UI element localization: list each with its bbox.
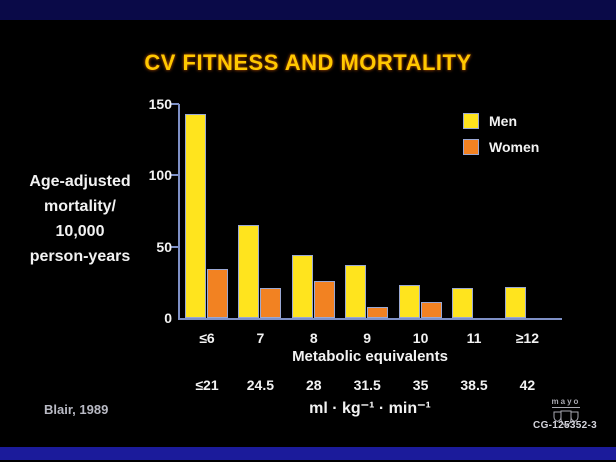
y-tick-100 — [171, 174, 179, 177]
mayo-shield-icon — [553, 410, 579, 427]
top-border-band — [0, 0, 616, 20]
bar-men-8 — [291, 255, 313, 318]
met-tick-label-31.5: 31.5 — [353, 377, 381, 393]
citation: Blair, 1989 — [44, 402, 109, 417]
y-tick-150 — [171, 103, 179, 105]
legend: Men Women — [463, 112, 539, 164]
mayo-logo: mayo — [548, 391, 584, 427]
y-tick-label-150: 150 — [148, 96, 172, 112]
slide-code: CG-125352-3 — [533, 420, 597, 431]
x-tick-label-10: 10 — [412, 330, 429, 346]
y-tick-label-0: 0 — [164, 310, 172, 326]
bar-men-≥12 — [505, 287, 527, 318]
met-tick-label-≤21: ≤21 — [195, 377, 219, 393]
x-axis-line — [178, 318, 562, 320]
x-axis-title: Metabolic equivalents — [292, 348, 448, 365]
legend-item-men: Men — [463, 112, 539, 129]
bar-women-7 — [260, 288, 282, 318]
x-tick-label-11: 11 — [466, 330, 482, 346]
bar-men-≤6 — [185, 114, 206, 318]
slide-title: CV FITNESS AND MORTALITY — [144, 50, 472, 75]
y-tick-label-50: 50 — [156, 238, 172, 255]
met-tick-label-42: 42 — [519, 377, 536, 393]
bottom-border-band — [0, 447, 616, 460]
mayo-logo-text: mayo — [551, 397, 581, 408]
bar-men-10 — [398, 285, 420, 318]
x-tick-label-9: 9 — [363, 330, 372, 346]
bar-men-9 — [345, 265, 367, 318]
bar-men-7 — [238, 225, 260, 318]
legend-label-women: Women — [489, 138, 540, 155]
y-axis-label: Age-adjusted mortality/ 10,000 person-ye… — [29, 173, 131, 265]
bar-men-11 — [452, 288, 473, 318]
met-tick-label-24.5: 24.5 — [246, 377, 275, 393]
x-axis-units: ml · kg⁻¹ · min⁻¹ — [309, 400, 431, 417]
y-tick-50 — [171, 245, 179, 248]
y-axis-line — [178, 104, 180, 319]
legend-item-women: Women — [463, 138, 539, 155]
bar-women-8 — [313, 281, 335, 318]
bar-women-9 — [367, 307, 389, 318]
bar-women-≤6 — [207, 269, 228, 318]
legend-label-men: Men — [489, 112, 517, 129]
met-tick-label-28: 28 — [306, 377, 322, 393]
y-tick-label-100: 100 — [148, 167, 172, 184]
x-tick-label-≤6: ≤6 — [199, 330, 215, 346]
bar-women-10 — [420, 302, 442, 318]
men-color-swatch — [463, 112, 479, 129]
x-tick-label-7: 7 — [256, 330, 265, 346]
women-color-swatch — [463, 138, 479, 155]
x-tick-label-≥12: ≥12 — [515, 330, 540, 346]
x-tick-label-8: 8 — [309, 330, 318, 346]
met-tick-label-35: 35 — [412, 377, 429, 393]
met-tick-label-38.5: 38.5 — [460, 377, 488, 393]
